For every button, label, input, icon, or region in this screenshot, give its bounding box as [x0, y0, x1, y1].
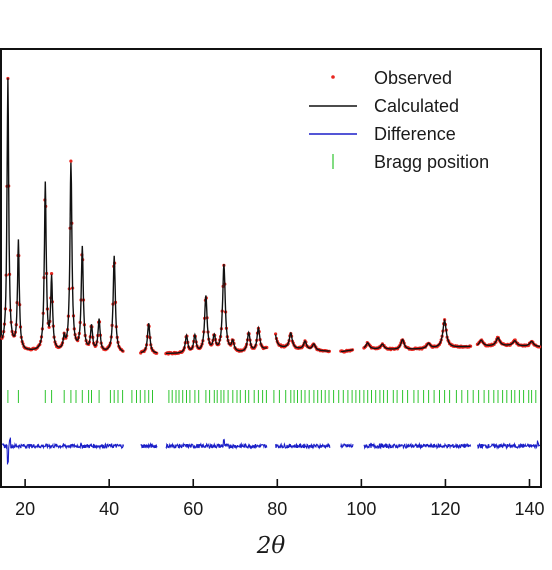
legend-label-bragg: Bragg position — [374, 152, 489, 172]
x-tick-label: 60 — [183, 499, 203, 519]
x-tick-label: 20 — [15, 499, 35, 519]
x-tick-label: 120 — [430, 499, 460, 519]
legend-label-difference: Difference — [374, 124, 456, 144]
difference-line — [1, 437, 125, 465]
calculated-line — [140, 323, 158, 354]
observed-point — [47, 325, 51, 329]
plot-frame — [0, 48, 542, 488]
calculated-line — [1, 78, 124, 352]
legend: Observed Calculated Difference Bragg positi… — [309, 68, 489, 172]
difference-line — [476, 440, 540, 451]
legend-marker-observed — [331, 75, 335, 79]
calculated-line — [274, 331, 330, 352]
legend-label-observed: Observed — [374, 68, 452, 88]
difference-line — [165, 438, 268, 450]
x-tick-label: 40 — [99, 499, 119, 519]
legend-label-calculated: Calculated — [374, 96, 459, 116]
x-axis-ticks: 20 40 60 80 100 120 140 — [15, 479, 545, 519]
x-tick-label: 80 — [267, 499, 287, 519]
plot-area — [0, 76, 542, 465]
difference-line — [140, 442, 158, 449]
calculated-line — [165, 264, 267, 354]
calculated-line — [340, 349, 353, 353]
x-tick-label: 100 — [346, 499, 376, 519]
observed-point — [50, 272, 54, 276]
difference-line — [340, 442, 354, 449]
x-tick-label: 140 — [514, 499, 544, 519]
difference-line — [275, 442, 331, 450]
difference-line — [363, 441, 472, 450]
calculated-line — [363, 318, 471, 350]
observed-point — [69, 159, 73, 163]
x-axis-title: 2θ — [256, 533, 286, 559]
observed-point — [274, 332, 278, 336]
calculated-line — [476, 337, 540, 348]
